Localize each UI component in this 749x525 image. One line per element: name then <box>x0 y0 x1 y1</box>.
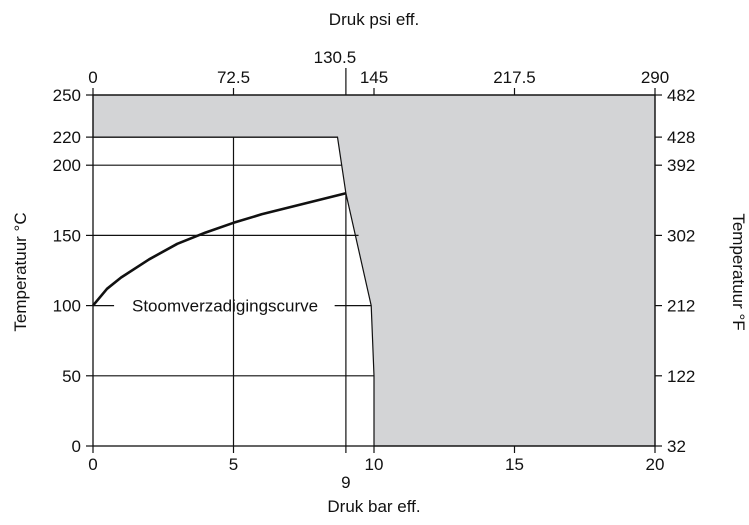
x-bottom-tick-label: 5 <box>229 455 238 474</box>
y-right-axis-title: Temperatuur °F <box>729 213 748 330</box>
x-top-tick-label: 72.5 <box>217 68 250 87</box>
x-top-tick-label: 217.5 <box>493 68 536 87</box>
y-right-tick-label: 212 <box>667 297 695 316</box>
y-left-tick-label: 50 <box>62 367 81 386</box>
y-left-tick-label: 100 <box>53 297 81 316</box>
y-right-tick-label: 428 <box>667 128 695 147</box>
y-right-tick-label: 122 <box>667 367 695 386</box>
y-right-tick-label: 392 <box>667 156 695 175</box>
x-bottom-axis-title: Druk bar eff. <box>327 497 420 516</box>
x-top-tick-label: 290 <box>641 68 669 87</box>
y-left-tick-label: 150 <box>53 226 81 245</box>
x-bottom-tick-label: 15 <box>505 455 524 474</box>
x-bottom-tick-label: 0 <box>88 455 97 474</box>
x-bottom-tick-label: 20 <box>646 455 665 474</box>
y-left-axis-title: Temperatuur °C <box>11 212 30 331</box>
y-right-tick-label: 32 <box>667 437 686 456</box>
y-left-tick-label: 200 <box>53 156 81 175</box>
y-right-tick-label: 302 <box>667 226 695 245</box>
x-top-extra-tick-label: 130.5 <box>314 48 357 67</box>
shaded-region <box>92 94 656 447</box>
x-top-tick-label: 0 <box>88 68 97 87</box>
y-left-tick-label: 250 <box>53 86 81 105</box>
y-left-tick-label: 220 <box>53 128 81 147</box>
saturation-curve-label: Stoomverzadigingscurve <box>132 297 318 316</box>
y-right-tick-label: 482 <box>667 86 695 105</box>
x-bottom-extra-tick-label: 9 <box>341 473 350 492</box>
x-top-axis-title: Druk psi eff. <box>329 10 419 29</box>
x-bottom-tick-label: 10 <box>365 455 384 474</box>
y-left-tick-label: 0 <box>72 437 81 456</box>
saturation-curve <box>92 192 347 307</box>
x-top-tick-label: 145 <box>360 68 388 87</box>
